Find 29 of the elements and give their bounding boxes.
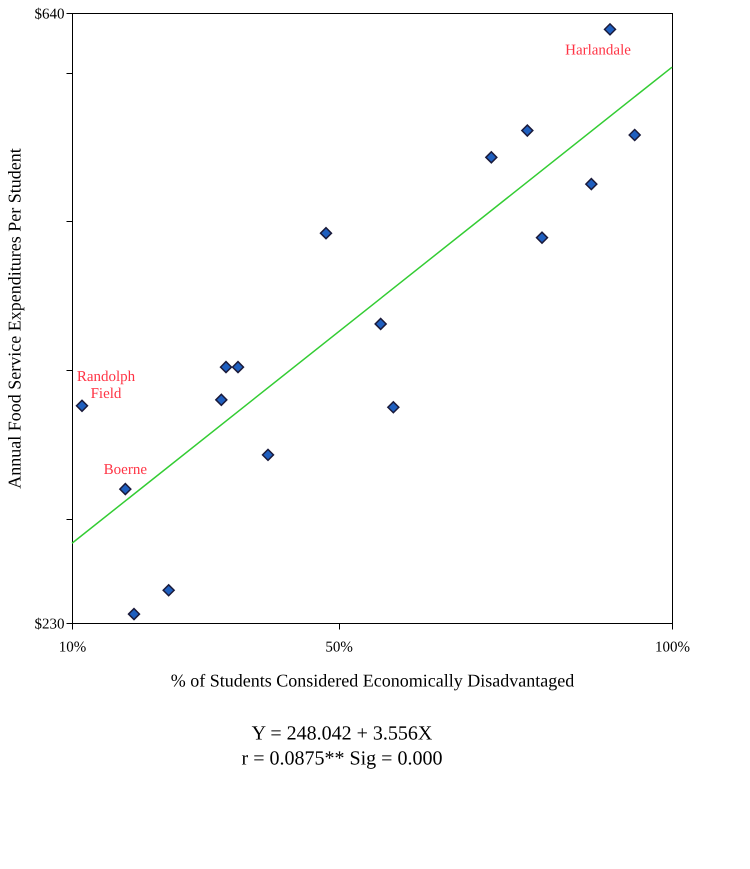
y-tick-label: $230 [34, 616, 64, 632]
point [119, 482, 132, 496]
y-axis-title: Annual Food Service Expenditures Per Student [4, 148, 24, 489]
point [232, 360, 244, 374]
point [387, 401, 400, 414]
point [215, 394, 228, 406]
point [604, 23, 616, 36]
point [262, 448, 274, 462]
annotation: Harlandale [565, 42, 632, 58]
x-tick-label: 10% [58, 640, 86, 656]
point [162, 584, 175, 596]
point [220, 360, 232, 374]
point [320, 226, 332, 240]
text: Y = 248.042 + 3.556X [252, 722, 433, 744]
point [128, 608, 140, 620]
point [585, 178, 598, 190]
text: r = 0.0875** Sig = 0.000 [242, 748, 442, 770]
point [76, 400, 88, 412]
annotation: Randolph Field [76, 368, 136, 402]
y-tick-label: $640 [34, 6, 64, 22]
point [485, 151, 498, 164]
point [374, 318, 387, 330]
point [536, 231, 548, 244]
point [628, 128, 641, 142]
point [521, 124, 534, 137]
x-axis-title: % of Students Considered Economically Disadvantaged [170, 670, 574, 690]
x-tick-label: 50% [325, 640, 353, 656]
x-tick-label: 100% [655, 640, 690, 656]
annotation: Boerne [104, 462, 148, 478]
